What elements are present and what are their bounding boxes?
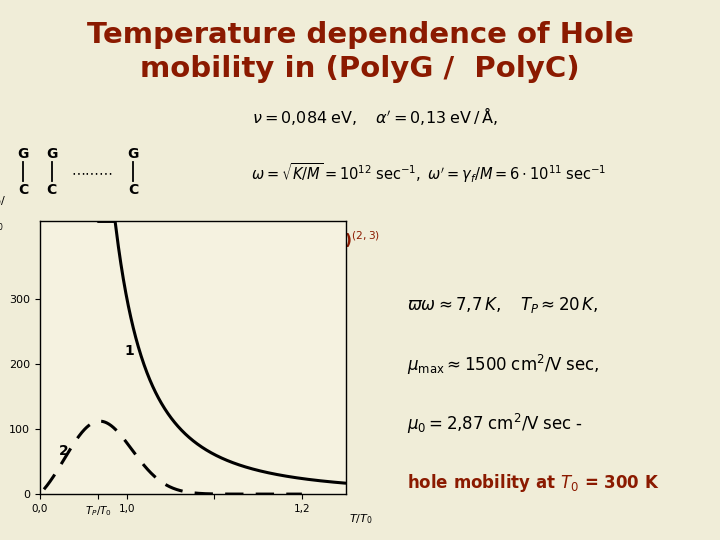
Text: hole mobility at $T_0$ = 300 K: hole mobility at $T_0$ = 300 K (407, 472, 660, 494)
Text: $\mu_{\mathrm{max}} \approx 1500\;\mathrm{cm}^{2}/\mathrm{V\;sec},$: $\mu_{\mathrm{max}} \approx 1500\;\mathr… (407, 353, 599, 376)
Text: $\nu = 0{,}084\;\mathrm{eV},\quad \alpha^{\prime} = 0{,}13\;\mathrm{eV}\,/\,\mat: $\nu = 0{,}084\;\mathrm{eV},\quad \alpha… (252, 105, 497, 126)
Text: $\mu_0 = 2{,}87\;\mathrm{cm}^{2}/\mathrm{V\;sec}$ -: $\mu_0 = 2{,}87\;\mathrm{cm}^{2}/\mathrm… (407, 412, 582, 436)
Text: G: G (127, 147, 139, 161)
Text: $\omega = \sqrt{K/M} = 10^{12}\;\mathrm{sec}^{-1},\;\omega^{\prime} = \gamma_f /: $\omega = \sqrt{K/M} = 10^{12}\;\mathrm{… (251, 161, 606, 185)
Text: $\mathbf{2}$ - LRP mobility: $\mathbf{2}$ - LRP mobility (126, 256, 264, 275)
Text: G: G (46, 147, 58, 161)
Text: $\mu_h/$: $\mu_h/$ (0, 194, 6, 208)
Text: C: C (18, 183, 28, 197)
Text: 2: 2 (59, 444, 68, 458)
Text: C: C (128, 183, 138, 197)
Text: 1: 1 (125, 343, 134, 357)
Text: $\varpi\omega \approx 7{,}7\,K,\quad T_P \approx 20\,K,$: $\varpi\omega \approx 7{,}7\,K,\quad T_P… (407, 295, 598, 315)
Text: G: G (17, 147, 29, 161)
Text: Temperature dependence of Hole: Temperature dependence of Hole (86, 21, 634, 49)
Text: mobility in (PolyG /  PolyC): mobility in (PolyG / PolyC) (140, 55, 580, 83)
Text: $\mu_0$: $\mu_0$ (0, 221, 4, 233)
Text: $T/T_0$: $T/T_0$ (348, 512, 372, 525)
Text: C: C (47, 183, 57, 197)
Text: $\mathbf{1}$ - band mobility ~ ($T_0$ / $T$)$^{(2,3)}$: $\mathbf{1}$ - band mobility ~ ($T_0$ / … (126, 230, 380, 251)
Text: $\cdots\cdots\cdots$: $\cdots\cdots\cdots$ (71, 165, 113, 179)
